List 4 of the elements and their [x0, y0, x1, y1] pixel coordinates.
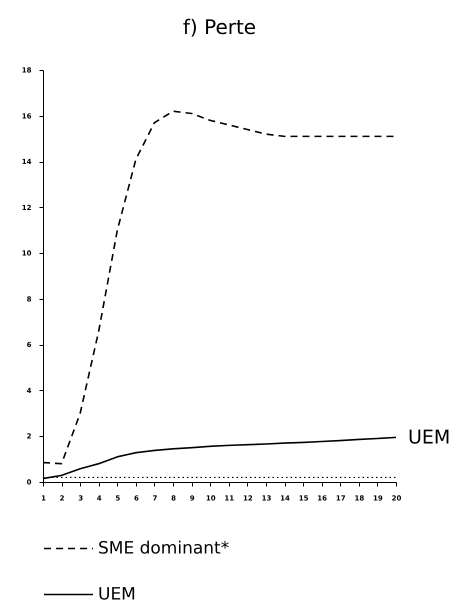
legend-label: SME dominant* — [98, 538, 230, 558]
chart-title: f) Perte — [182, 15, 256, 39]
legend-label: UEM — [98, 584, 136, 604]
annotation: UEM — [408, 426, 450, 448]
